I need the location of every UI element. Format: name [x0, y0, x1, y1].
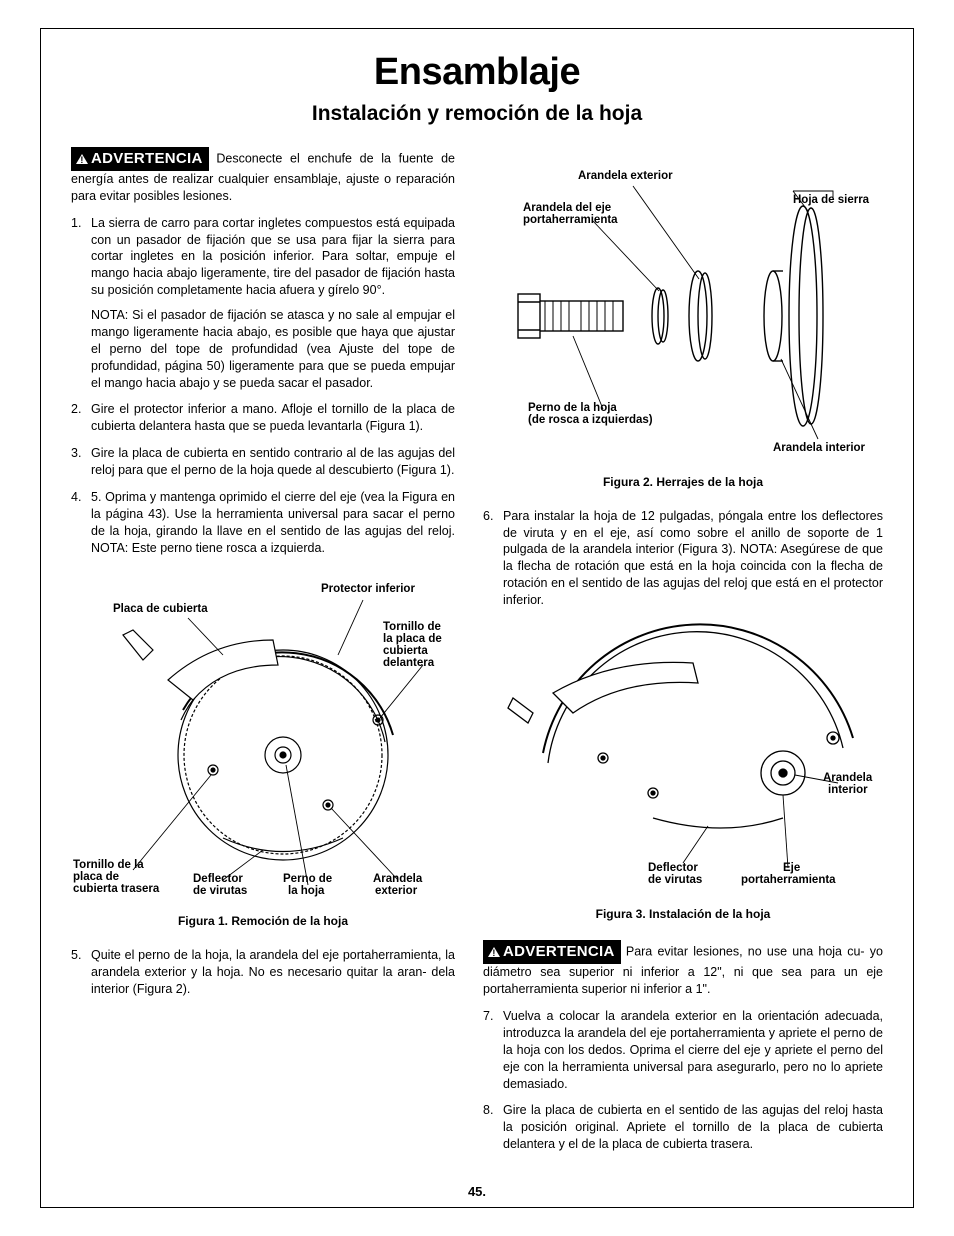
right-column: Arandela exterior Hoja de sierra Arandel… — [483, 147, 883, 1163]
step-item: 6.Para instalar la hoja de 12 pulgadas, … — [483, 508, 883, 609]
figure-3: Arandelainterior Deflectorde virutas Eje… — [483, 623, 883, 922]
step-number: 6. — [483, 508, 503, 609]
step-text: Vuelva a colocar la arandela exterior en… — [503, 1008, 883, 1092]
fig2-label-ar-ext: Arandela exterior — [578, 170, 673, 182]
step-item: 5.Quite el perno de la hoja, la arandela… — [71, 947, 455, 998]
fig1-label-protector: Protector inferior — [321, 583, 415, 595]
step-number: 2. — [71, 401, 91, 435]
warning-badge: ! ADVERTENCIA — [71, 147, 209, 171]
step-text: 5. Oprima y mantenga oprimido el cierre … — [91, 489, 455, 557]
fig3-label-deflector: Deflectorde virutas — [648, 862, 702, 886]
step-number: 3. — [71, 445, 91, 479]
step-item: 2.Gire el protector inferior a mano. Afl… — [71, 401, 455, 435]
step-note: NOTA: Si el pasador de fijación se atasc… — [91, 307, 455, 391]
step-text: Gire la placa de cubierta en el sentido … — [503, 1102, 883, 1153]
page-title: Ensamblaje — [71, 47, 883, 98]
step-item: 3.Gire la placa de cubierta en sentido c… — [71, 445, 455, 479]
two-column-layout: !ADVERTENCIA Desconecte el enchufe de la… — [71, 147, 883, 1163]
fig3-label-ar-int: Arandelainterior — [823, 772, 873, 796]
step-item: 1.La sierra de carro para cortar inglete… — [71, 215, 455, 392]
fig1-label-deflector: Deflectorde virutas — [193, 873, 247, 897]
fig2-label-ar-int: Arandela interior — [773, 442, 866, 454]
fig1-label-perno: Perno dela hoja — [283, 873, 332, 897]
fig1-label-tornillo-del: Tornillo dela placa decubiertadelantera — [383, 621, 442, 669]
step-number: 4. — [71, 489, 91, 557]
figure-1-caption: Figura 1. Remoción de la hoja — [71, 913, 455, 929]
warning-2: !ADVERTENCIA Para evitar lesiones, no us… — [483, 940, 883, 998]
step-text: Gire la placa de cubierta en sentido con… — [91, 445, 455, 479]
warning-icon: ! — [75, 153, 89, 165]
warning-icon: ! — [487, 946, 501, 958]
steps-left-b: 5.Quite el perno de la hoja, la arandela… — [71, 947, 455, 998]
step-number: 1. — [71, 215, 91, 392]
figure-3-svg: Arandelainterior Deflectorde virutas Eje… — [483, 623, 883, 893]
step-text: Gire el protector inferior a mano. Afloj… — [91, 401, 455, 435]
figure-1-svg: Placa de cubierta Protector inferior Tor… — [73, 570, 453, 900]
svg-text:!: ! — [492, 948, 495, 958]
warning-1: !ADVERTENCIA Desconecte el enchufe de la… — [71, 147, 455, 205]
figure-1: Placa de cubierta Protector inferior Tor… — [71, 570, 455, 929]
fig2-label-ar-eje: Arandela del ejeportaherramienta — [523, 202, 618, 226]
left-column: !ADVERTENCIA Desconecte el enchufe de la… — [71, 147, 455, 1163]
steps-right-a: 6.Para instalar la hoja de 12 pulgadas, … — [483, 508, 883, 609]
step-number: 8. — [483, 1102, 503, 1153]
fig3-label-eje: Ejeportaherramienta — [741, 862, 836, 886]
fig2-label-perno: Perno de la hoja(de rosca a izquierdas) — [528, 402, 653, 426]
fig1-label-placa: Placa de cubierta — [113, 603, 208, 615]
steps-left-a: 1.La sierra de carro para cortar inglete… — [71, 215, 455, 557]
steps-right-b: 7.Vuelva a colocar la arandela exterior … — [483, 1008, 883, 1153]
page-frame: Ensamblaje Instalación y remoción de la … — [40, 28, 914, 1208]
step-item: 8.Gire la placa de cubierta en el sentid… — [483, 1102, 883, 1153]
step-number: 5. — [71, 947, 91, 998]
warning-badge: ! ADVERTENCIA — [483, 940, 621, 964]
step-item: 7.Vuelva a colocar la arandela exterior … — [483, 1008, 883, 1092]
figure-2-svg: Arandela exterior Hoja de sierra Arandel… — [483, 161, 883, 461]
fig1-label-tornillo-tras: Tornillo de laplaca decubierta trasera — [73, 859, 160, 895]
fig1-label-arandela: Arandelaexterior — [373, 873, 423, 897]
figure-2-caption: Figura 2. Herrajes de la hoja — [483, 474, 883, 490]
warning-label: ADVERTENCIA — [91, 150, 203, 167]
page-subtitle: Instalación y remoción de la hoja — [71, 100, 883, 128]
step-text: La sierra de carro para cortar ingletes … — [91, 216, 455, 298]
fig2-label-hoja: Hoja de sierra — [793, 194, 870, 206]
step-text: Quite el perno de la hoja, la arandela d… — [91, 947, 455, 998]
figure-2: Arandela exterior Hoja de sierra Arandel… — [483, 161, 883, 490]
figure-3-caption: Figura 3. Instalación de la hoja — [483, 906, 883, 922]
step-item: 4.5. Oprima y mantenga oprimido el cierr… — [71, 489, 455, 557]
warning-label: ADVERTENCIA — [503, 943, 615, 960]
step-number: 7. — [483, 1008, 503, 1092]
step-text: Para instalar la hoja de 12 pulgadas, pó… — [503, 508, 883, 609]
svg-text:!: ! — [80, 155, 83, 165]
page-number: 45. — [41, 1183, 913, 1201]
